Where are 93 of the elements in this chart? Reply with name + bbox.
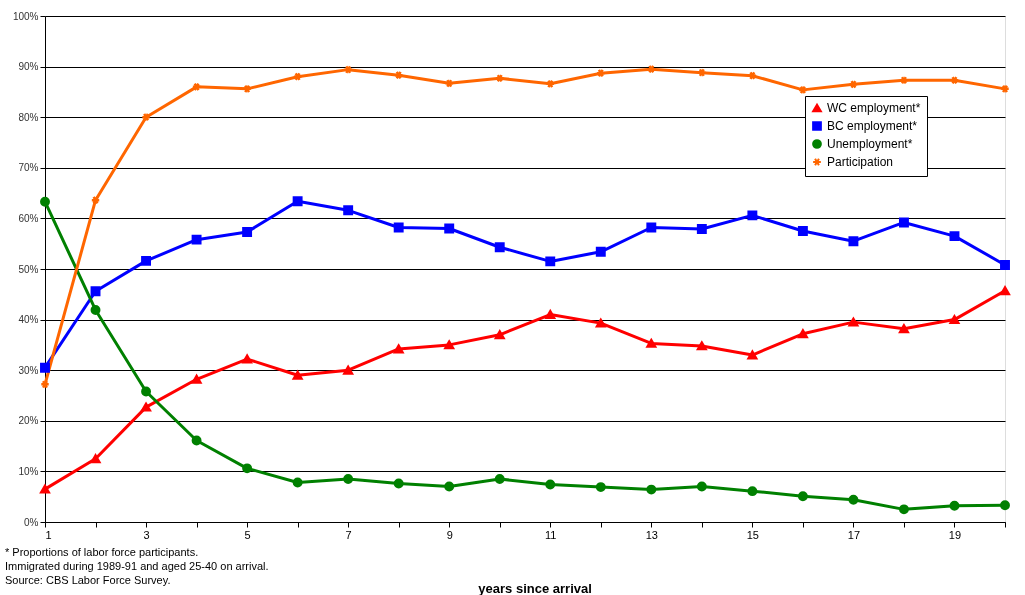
point [747,350,758,360]
point [141,402,152,412]
x-tick-label: 9 [446,528,453,541]
point [242,463,253,474]
y-tick-label: 90% [18,61,39,73]
point [747,486,758,497]
point [646,222,657,233]
x-tick-label: 19 [948,528,962,541]
point [545,479,556,490]
source-note: Source: CBS Labor Force Survey. [5,574,171,586]
point [898,217,909,228]
point [444,340,455,350]
y-tick-label: 0% [24,516,39,528]
point [40,484,50,494]
point [444,481,455,492]
y-tick-label: 100% [12,10,39,22]
text: Immigrated during 1989-91 and aged 25-40 on arrival. [5,560,269,572]
y-tick-label: 80% [18,111,39,123]
point [292,72,303,82]
point [191,435,202,446]
point [242,227,253,238]
point [40,362,50,373]
point [545,256,556,267]
point [696,224,707,234]
point [90,305,101,315]
point [494,242,505,253]
point [949,315,960,325]
point [292,370,303,380]
y-tick-label: 10% [18,465,39,477]
point [949,500,960,511]
point [393,222,404,233]
point [646,338,657,348]
point [646,484,657,495]
point [191,82,202,92]
point [292,196,303,207]
point [90,286,101,297]
point [595,482,606,493]
y-tick-label: 50% [18,263,39,275]
x-tick-label: 7 [345,528,352,541]
point [1000,286,1010,296]
legend-label: BC employment* [827,119,918,133]
point [494,330,505,340]
point [595,318,606,328]
point [595,246,606,257]
point [292,477,303,488]
x-tick-label: 11 [545,528,557,541]
x-tick-label: 1 [45,528,52,541]
legend-label: Participation [827,155,894,169]
legend-label: Unemployment* [827,137,913,151]
text: * Proportions of labor force participants. [5,546,199,558]
point [1000,259,1010,270]
point [343,205,354,216]
point [848,317,859,327]
point [191,374,202,384]
point [141,255,152,266]
point [444,223,455,234]
point [949,75,960,85]
y-tick-label: 70% [18,162,39,174]
point [848,494,859,505]
point [191,234,202,245]
point [797,226,808,237]
x-tick-label: 13 [645,528,658,541]
point [848,236,859,247]
point [1000,500,1010,511]
x-axis-title: years since arrival [478,580,592,595]
y-tick-label: 30% [18,364,39,376]
point [696,481,707,492]
x-tick-label: 15 [746,528,759,541]
point [242,354,253,364]
point [90,195,101,205]
y-tick-label: 20% [18,415,39,427]
point [393,478,404,489]
x-tick-label: 3 [143,528,150,541]
point [797,329,808,339]
point [848,79,859,89]
point [494,474,505,484]
point [696,341,707,351]
point [898,504,909,515]
point [797,491,808,502]
point [949,231,960,242]
legend-label: WC employment* [827,101,921,115]
point [343,365,354,375]
point [898,324,909,334]
point [393,344,404,354]
y-tick-label: 40% [18,314,39,326]
x-tick-label: 17 [847,528,861,541]
x-tick-label: 5 [244,528,251,541]
point [141,386,152,397]
point [343,474,354,484]
point [90,454,101,464]
point [40,196,50,207]
point [747,210,758,221]
y-tick-label: 60% [18,212,39,224]
